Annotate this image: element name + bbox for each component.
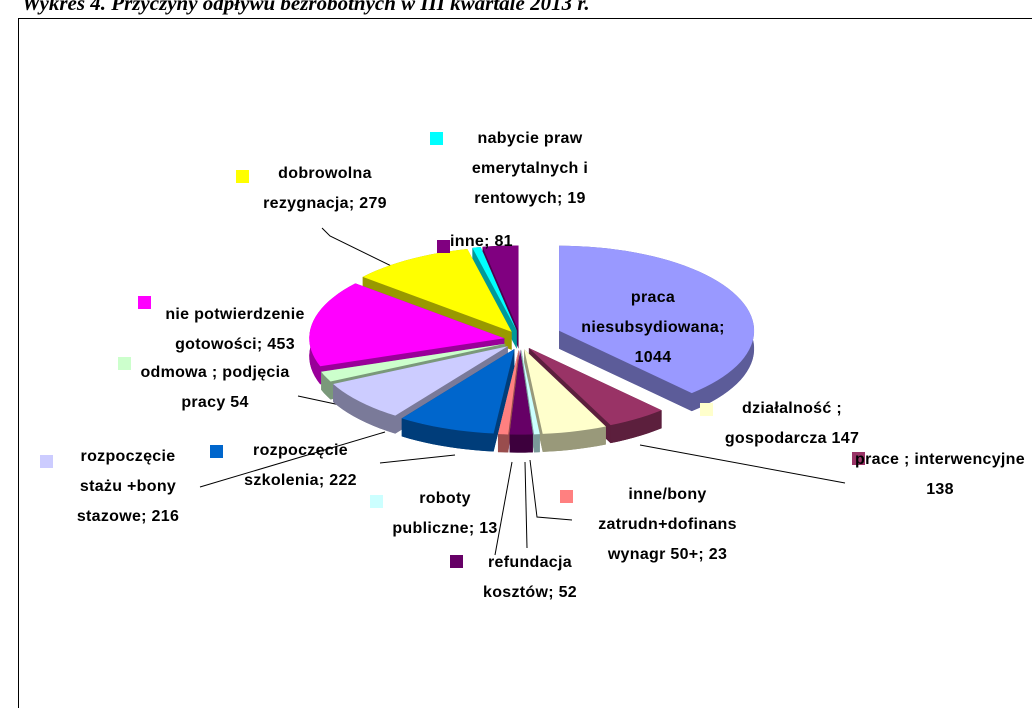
slice-side: [497, 434, 509, 453]
slice-side: [610, 410, 662, 444]
slice: [333, 346, 508, 416]
legend-swatch: [40, 455, 53, 468]
slice: [524, 349, 606, 434]
data-label: inne; 81: [450, 233, 513, 250]
legend-swatch: [700, 403, 713, 416]
slice-side: [333, 383, 396, 434]
slice: [482, 245, 519, 331]
slice-side: [542, 426, 606, 452]
slice: [309, 283, 505, 367]
leader-lines: [199, 227, 846, 556]
slice-side: [509, 434, 533, 453]
legend-swatch: [450, 555, 463, 568]
data-label: dobrowolna rezygnacja; 279: [263, 165, 387, 212]
slice-side: [401, 418, 494, 452]
chart-title: Wykres 4. Przyczyny odpływu bezrobotnych…: [22, 0, 590, 15]
legend-swatch: [138, 296, 151, 309]
data-label: odmowa ; podjęcia pracy 54: [140, 364, 290, 411]
leader-line: [524, 461, 528, 549]
chart-frame: [18, 18, 1032, 708]
data-label: działalność ; gospodarcza 147: [724, 400, 860, 447]
slice: [509, 349, 533, 435]
data-label: praca niesubsydiowana; 1044: [581, 289, 725, 366]
data-label: rozpoczęcie stażu +bony stazowe; 216: [76, 448, 180, 525]
slice: [521, 349, 540, 435]
slice: [321, 343, 506, 382]
legend-swatch: [210, 445, 223, 458]
slice-side: [493, 348, 515, 452]
slice: [401, 348, 515, 434]
data-label: nabycie praw emerytalnych i rentowych; 1…: [471, 130, 589, 207]
data-label: prace ; interwencyjne 138: [855, 451, 1025, 498]
slice-side: [534, 434, 540, 453]
legend-swatch: [430, 132, 443, 145]
data-label: rozpoczęcie szkolenia; 222: [244, 442, 357, 489]
data-label: roboty publiczne; 13: [392, 490, 498, 537]
slice: [528, 347, 662, 426]
legend-swatch: [118, 357, 131, 370]
data-label: inne/bony zatrudn+dofinans wynagr 50+; 2…: [598, 486, 737, 563]
leader-line: [379, 454, 456, 464]
slice-side: [559, 330, 692, 412]
leader-line: [494, 461, 513, 556]
leader-line: [529, 459, 573, 521]
leader-line: [297, 395, 341, 406]
leader-line: [199, 431, 386, 488]
slice: [559, 245, 755, 394]
data-label: refundacja kosztów; 52: [483, 554, 577, 601]
slice-side: [321, 371, 331, 400]
data-label: nie potwierdzenie gotowości; 453: [165, 306, 305, 353]
leader-line: [639, 444, 846, 484]
legend-swatch: [852, 452, 865, 465]
slice: [362, 249, 512, 332]
slice: [472, 247, 517, 331]
legend-swatch: [370, 495, 383, 508]
legend-swatch: [437, 240, 450, 253]
legend-swatch: [236, 170, 249, 183]
legend-swatch: [560, 490, 573, 503]
leader-line: [321, 227, 421, 281]
slice: [497, 349, 519, 435]
